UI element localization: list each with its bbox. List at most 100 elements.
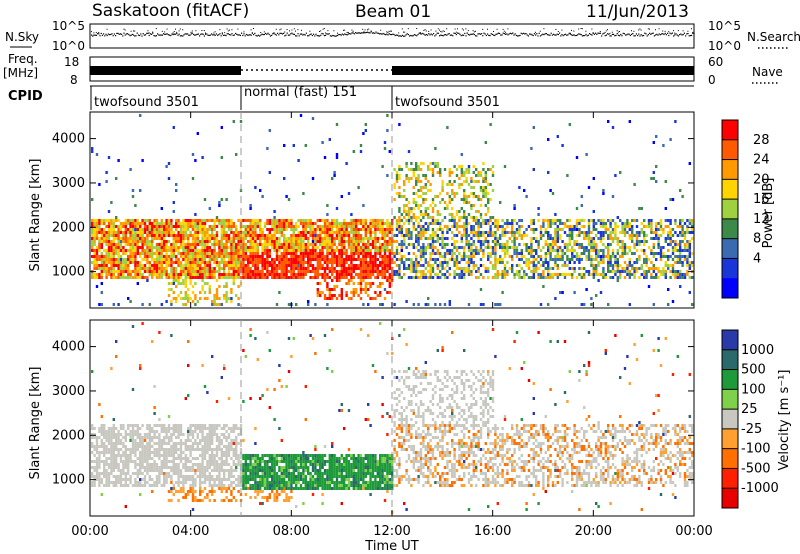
heatmap-cell bbox=[551, 243, 555, 246]
heatmap-cell bbox=[191, 270, 195, 273]
heatmap-cell bbox=[671, 246, 675, 249]
heatmap-cell bbox=[679, 243, 682, 246]
heatmap-cell bbox=[592, 243, 595, 246]
heatmap-cell bbox=[554, 243, 557, 246]
heatmap-cell bbox=[112, 243, 115, 246]
heatmap-cell bbox=[271, 228, 274, 231]
heatmap-cell bbox=[539, 228, 543, 231]
noise-point bbox=[592, 32, 594, 34]
heatmap-cell bbox=[290, 225, 293, 228]
heatmap-cell bbox=[364, 282, 367, 285]
noise-point bbox=[167, 34, 169, 36]
heatmap-cell bbox=[602, 267, 605, 270]
heatmap-cell bbox=[383, 297, 387, 300]
heatmap-cell bbox=[679, 258, 682, 261]
heatmap-cell bbox=[371, 237, 375, 240]
heatmap-cell bbox=[669, 138, 672, 141]
heatmap-cell bbox=[143, 231, 147, 234]
heatmap-cell bbox=[218, 222, 221, 225]
noise-point bbox=[591, 34, 593, 36]
heatmap-cell bbox=[103, 270, 106, 273]
heatmap-cell bbox=[247, 231, 250, 234]
noise-point bbox=[124, 29, 126, 31]
heatmap-cell bbox=[422, 198, 425, 201]
heatmap-cell bbox=[556, 276, 559, 279]
heatmap-cell bbox=[530, 261, 533, 264]
heatmap-cell bbox=[592, 276, 595, 279]
heatmap-cell bbox=[350, 258, 353, 261]
heatmap-cell bbox=[487, 192, 490, 195]
heatmap-cell bbox=[335, 258, 339, 261]
heatmap-cell bbox=[604, 246, 607, 249]
heatmap-cell bbox=[153, 258, 156, 261]
heatmap-cell bbox=[103, 258, 106, 261]
heatmap-cell bbox=[129, 300, 132, 303]
heatmap-cell bbox=[184, 237, 187, 240]
heatmap-cell bbox=[470, 243, 473, 246]
heatmap-cell bbox=[547, 276, 550, 279]
heatmap-cell bbox=[254, 222, 257, 225]
noise-point bbox=[652, 32, 654, 34]
heatmap-cell bbox=[640, 240, 643, 243]
heatmap-cell bbox=[359, 267, 363, 270]
heatmap-cell bbox=[674, 231, 677, 234]
heatmap-cell bbox=[451, 207, 454, 210]
heatmap-cell bbox=[595, 252, 598, 255]
heatmap-cell bbox=[374, 246, 377, 249]
heatmap-cell bbox=[458, 273, 461, 276]
heatmap-cell bbox=[403, 216, 406, 219]
heatmap-cell bbox=[105, 180, 108, 183]
heatmap-cell bbox=[359, 270, 363, 273]
noise-point bbox=[310, 33, 312, 35]
heatmap-cell bbox=[650, 177, 653, 180]
heatmap-cell bbox=[681, 255, 684, 258]
heatmap-cell bbox=[465, 195, 468, 198]
heatmap-cell bbox=[367, 276, 370, 279]
heatmap-cell bbox=[194, 249, 197, 252]
heatmap-cell bbox=[463, 210, 466, 213]
heatmap-cell bbox=[657, 246, 660, 249]
heatmap-cell bbox=[532, 228, 535, 231]
heatmap-cell bbox=[494, 264, 497, 267]
heatmap-cell bbox=[254, 231, 257, 234]
heatmap-cell bbox=[182, 255, 185, 258]
heatmap-cell bbox=[369, 297, 372, 300]
heatmap-cell bbox=[467, 168, 471, 171]
heatmap-cell bbox=[295, 228, 298, 231]
heatmap-cell bbox=[487, 231, 490, 234]
noise-point bbox=[335, 35, 337, 37]
heatmap-cell bbox=[417, 225, 420, 228]
heatmap-cell bbox=[100, 243, 103, 246]
heatmap-cell bbox=[355, 258, 358, 261]
heatmap-cell bbox=[439, 174, 442, 177]
noise-point bbox=[639, 28, 641, 30]
heatmap-cell bbox=[297, 159, 300, 162]
heatmap-cell bbox=[470, 231, 473, 234]
noise-point bbox=[437, 32, 439, 34]
heatmap-cell bbox=[91, 222, 94, 225]
heatmap-cell bbox=[362, 204, 365, 207]
noise-point bbox=[567, 34, 569, 36]
heatmap-cell bbox=[227, 255, 231, 258]
heatmap-cell bbox=[326, 240, 329, 243]
heatmap-cell bbox=[194, 261, 197, 264]
heatmap-cell bbox=[597, 249, 600, 252]
heatmap-cell bbox=[446, 249, 449, 252]
heatmap-cell bbox=[362, 276, 365, 279]
beam-title: Beam 01 bbox=[355, 2, 431, 22]
heatmap-cell bbox=[280, 276, 283, 279]
heatmap-cell bbox=[681, 264, 684, 267]
heatmap-cell bbox=[285, 255, 288, 258]
heatmap-cell bbox=[575, 222, 579, 225]
heatmap-cell bbox=[237, 273, 240, 276]
heatmap-cell bbox=[331, 225, 334, 228]
heatmap-cell bbox=[165, 300, 168, 303]
heatmap-cell bbox=[347, 222, 351, 225]
heatmap-cell bbox=[227, 246, 231, 249]
noise-point bbox=[289, 30, 290, 32]
heatmap-cell bbox=[268, 219, 271, 222]
noise-point bbox=[260, 34, 262, 36]
heatmap-cell bbox=[398, 168, 401, 171]
heatmap-cell bbox=[91, 219, 94, 222]
heatmap-cell bbox=[100, 255, 103, 258]
